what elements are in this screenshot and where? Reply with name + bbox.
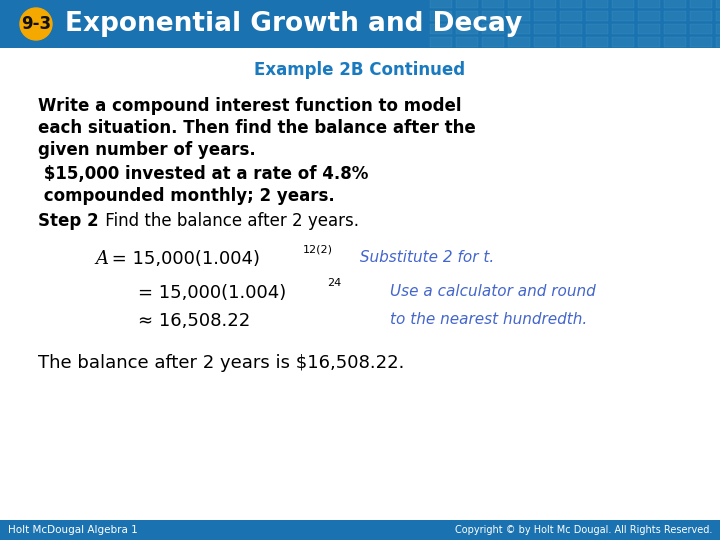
Text: Write a compound interest function to model: Write a compound interest function to mo… xyxy=(38,97,462,115)
FancyBboxPatch shape xyxy=(430,37,452,47)
FancyBboxPatch shape xyxy=(716,37,720,47)
FancyBboxPatch shape xyxy=(430,24,452,34)
FancyBboxPatch shape xyxy=(690,24,712,34)
Text: 12(2): 12(2) xyxy=(303,244,333,254)
FancyBboxPatch shape xyxy=(664,11,686,21)
Text: Example 2B Continued: Example 2B Continued xyxy=(254,61,466,79)
FancyBboxPatch shape xyxy=(664,0,686,8)
FancyBboxPatch shape xyxy=(560,37,582,47)
Text: Holt McDougal Algebra 1: Holt McDougal Algebra 1 xyxy=(8,525,138,535)
Text: Substitute 2 for t.: Substitute 2 for t. xyxy=(355,250,494,265)
Text: compounded monthly; 2 years.: compounded monthly; 2 years. xyxy=(38,187,335,205)
FancyBboxPatch shape xyxy=(638,11,660,21)
FancyBboxPatch shape xyxy=(690,37,712,47)
FancyBboxPatch shape xyxy=(482,37,504,47)
FancyBboxPatch shape xyxy=(0,0,720,48)
Text: Step 2: Step 2 xyxy=(38,212,99,230)
FancyBboxPatch shape xyxy=(716,11,720,21)
FancyBboxPatch shape xyxy=(430,0,452,8)
FancyBboxPatch shape xyxy=(534,11,556,21)
FancyBboxPatch shape xyxy=(560,11,582,21)
Text: 24: 24 xyxy=(327,278,341,288)
FancyBboxPatch shape xyxy=(508,37,530,47)
FancyBboxPatch shape xyxy=(638,0,660,8)
FancyBboxPatch shape xyxy=(0,520,720,540)
FancyBboxPatch shape xyxy=(456,37,478,47)
FancyBboxPatch shape xyxy=(534,24,556,34)
Text: $15,000 invested at a rate of 4.8%: $15,000 invested at a rate of 4.8% xyxy=(38,165,369,183)
Text: Use a calculator and round: Use a calculator and round xyxy=(390,284,595,299)
Text: Exponential Growth and Decay: Exponential Growth and Decay xyxy=(65,11,523,37)
FancyBboxPatch shape xyxy=(508,0,530,8)
FancyBboxPatch shape xyxy=(612,37,634,47)
FancyBboxPatch shape xyxy=(482,24,504,34)
FancyBboxPatch shape xyxy=(508,24,530,34)
FancyBboxPatch shape xyxy=(638,24,660,34)
FancyBboxPatch shape xyxy=(534,37,556,47)
Text: = 15,000(1.004): = 15,000(1.004) xyxy=(106,250,260,268)
Text: = 15,000(1.004): = 15,000(1.004) xyxy=(138,284,287,302)
FancyBboxPatch shape xyxy=(456,0,478,8)
FancyBboxPatch shape xyxy=(482,0,504,8)
FancyBboxPatch shape xyxy=(482,11,504,21)
FancyBboxPatch shape xyxy=(638,37,660,47)
Text: 9-3: 9-3 xyxy=(21,15,51,33)
FancyBboxPatch shape xyxy=(508,11,530,21)
FancyBboxPatch shape xyxy=(560,24,582,34)
FancyBboxPatch shape xyxy=(664,37,686,47)
FancyBboxPatch shape xyxy=(716,0,720,8)
FancyBboxPatch shape xyxy=(612,24,634,34)
FancyBboxPatch shape xyxy=(456,11,478,21)
FancyBboxPatch shape xyxy=(612,0,634,8)
FancyBboxPatch shape xyxy=(560,0,582,8)
Circle shape xyxy=(20,8,52,40)
Text: ≈ 16,508.22: ≈ 16,508.22 xyxy=(138,312,251,330)
Text: each situation. Then find the balance after the: each situation. Then find the balance af… xyxy=(38,119,476,137)
FancyBboxPatch shape xyxy=(612,11,634,21)
Text: Copyright © by Holt Mc Dougal. All Rights Reserved.: Copyright © by Holt Mc Dougal. All Right… xyxy=(454,525,712,535)
Text: to the nearest hundredth.: to the nearest hundredth. xyxy=(390,312,588,327)
FancyBboxPatch shape xyxy=(586,11,608,21)
Text: given number of years.: given number of years. xyxy=(38,141,256,159)
FancyBboxPatch shape xyxy=(716,24,720,34)
Text: A: A xyxy=(95,250,108,268)
Text: Find the balance after 2 years.: Find the balance after 2 years. xyxy=(100,212,359,230)
FancyBboxPatch shape xyxy=(586,37,608,47)
Text: The balance after 2 years is $16,508.22.: The balance after 2 years is $16,508.22. xyxy=(38,354,405,372)
FancyBboxPatch shape xyxy=(690,11,712,21)
FancyBboxPatch shape xyxy=(430,11,452,21)
FancyBboxPatch shape xyxy=(456,24,478,34)
FancyBboxPatch shape xyxy=(586,24,608,34)
FancyBboxPatch shape xyxy=(534,0,556,8)
FancyBboxPatch shape xyxy=(586,0,608,8)
FancyBboxPatch shape xyxy=(690,0,712,8)
FancyBboxPatch shape xyxy=(664,24,686,34)
